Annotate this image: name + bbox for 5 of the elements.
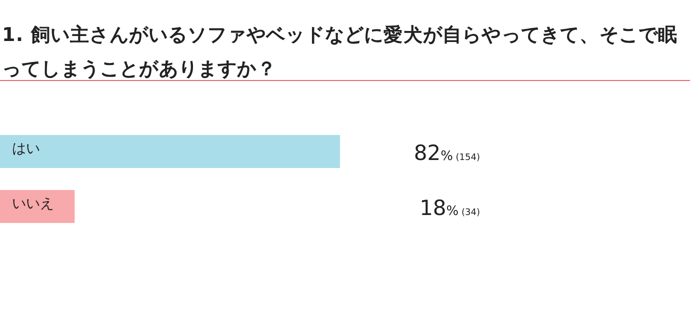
title: 1. 飼い主さんがいるソファやベッドなどに愛犬が自らやってきて、そこで眠ってしまうことがありますか？ [2, 23, 679, 82]
data-label: 18% (34) [420, 196, 480, 220]
y-tick-label: いいえ [12, 196, 54, 212]
data-label: 82% (154) [414, 141, 480, 165]
y-tick-label: はい [12, 141, 40, 157]
